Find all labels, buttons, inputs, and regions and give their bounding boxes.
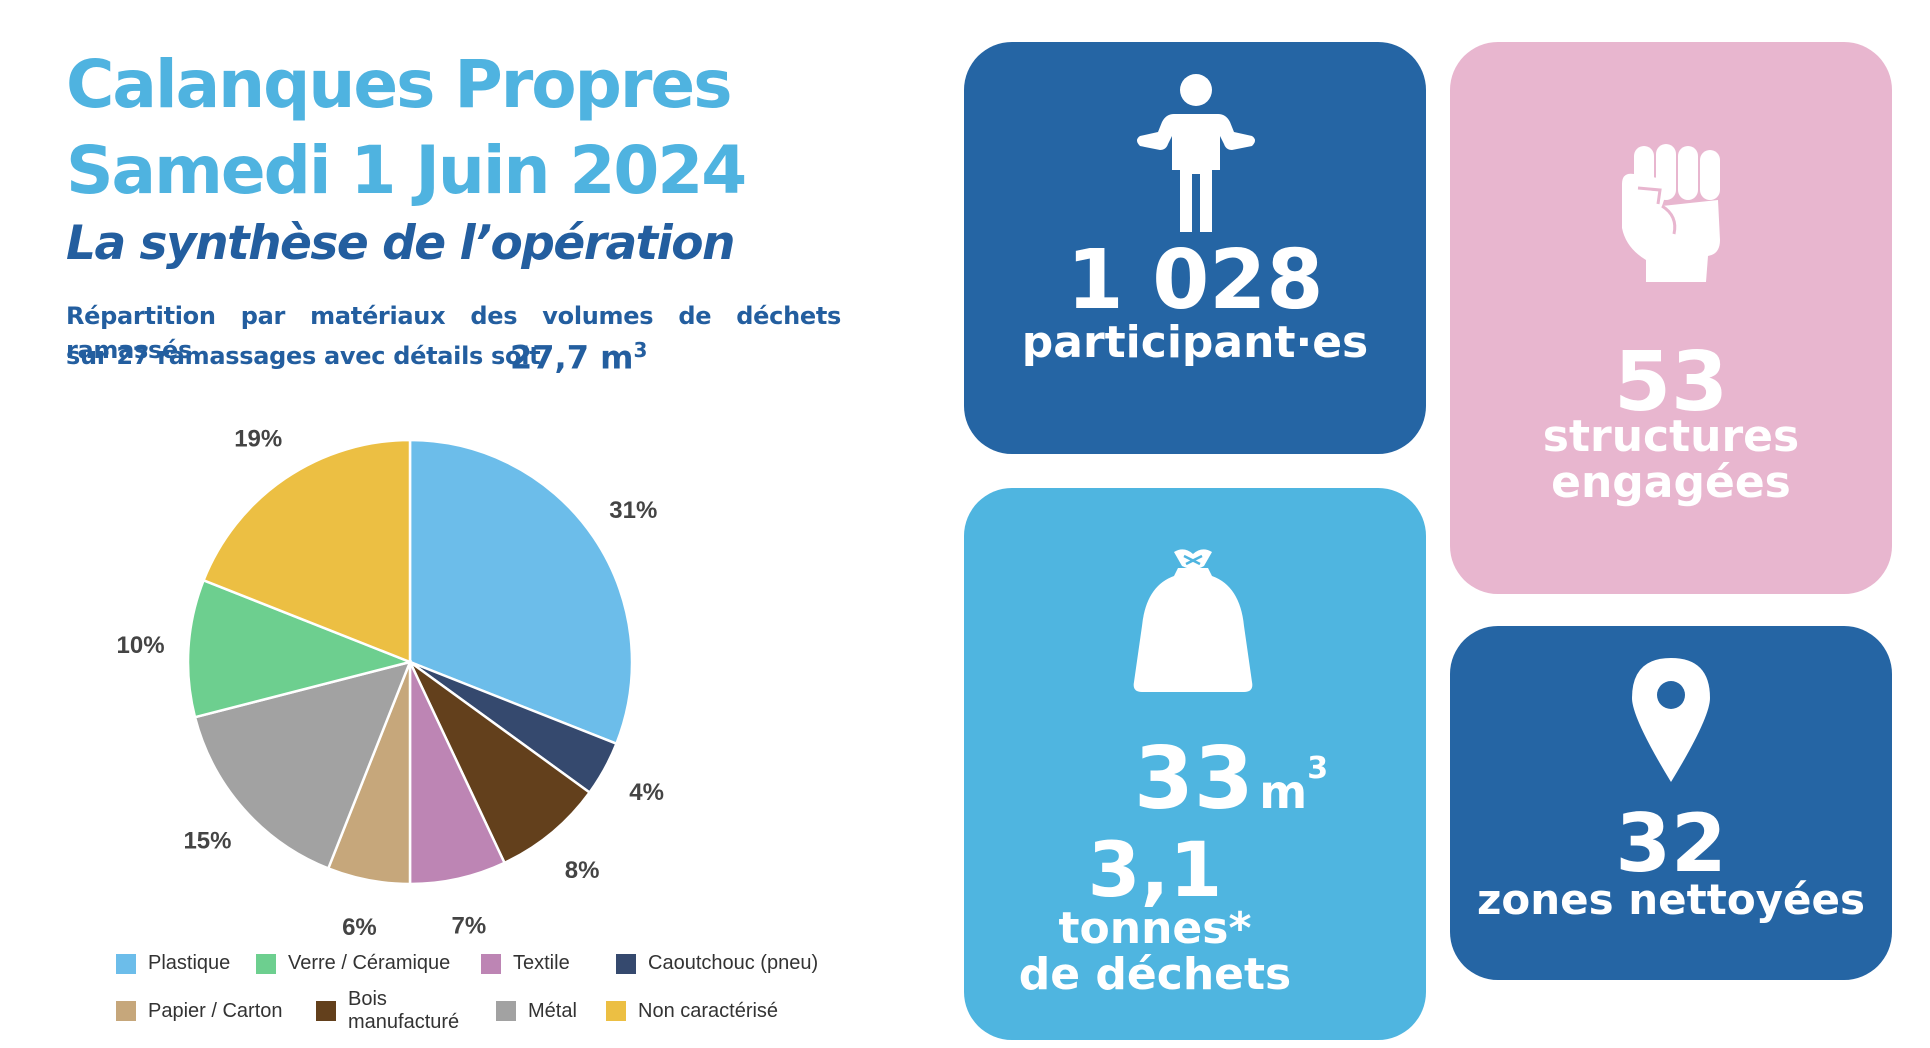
legend-row: Plastique Verre / Céramique Textile Caoutch… (116, 952, 876, 975)
legend-swatch (496, 1001, 516, 1021)
person-icon (1137, 74, 1255, 232)
legend-item-verre-ceramique: Verre / Céramique (256, 952, 481, 975)
pie-label-caoutchouc-pneu: 4% (629, 779, 664, 806)
legend-item-bois-manufacture: Bois manufacturé (316, 988, 496, 1034)
legend-label: Textile (513, 952, 570, 974)
legend-label: Caoutchouc (pneu) (648, 952, 819, 974)
structures-label-line1: structures (1542, 411, 1800, 462)
legend-label: Bois manufacturé (348, 988, 460, 1033)
waste-weight-label-line2: de déchets (1018, 949, 1292, 1000)
structures-count: 53 (1613, 335, 1729, 430)
pie-label-papier-carton: 6% (342, 914, 377, 941)
pie-label-bois-manufacture: 8% (565, 857, 600, 884)
page-title: Calanques Propres (66, 46, 732, 123)
total-volume-unit: m (600, 338, 634, 377)
pie-label-non-caracterise: 19% (234, 426, 282, 453)
pie-slice-non-caracterise (201, 438, 412, 664)
legend-item-plastique: Plastique (116, 952, 256, 975)
legend-label: Métal (528, 999, 577, 1022)
fist-icon (1622, 144, 1720, 282)
legend-swatch (116, 953, 136, 974)
zones-card: 32 zones nettoyées (1450, 626, 1892, 980)
pie-label-verre-ceramique: 10% (117, 632, 165, 659)
participants-card: 1 028 participant·es (964, 42, 1426, 454)
participants-label: participant·es (1021, 317, 1369, 368)
trash-bag-icon (1133, 549, 1253, 692)
legend-item-caoutchouc-pneu: Caoutchouc (pneu) (616, 952, 846, 975)
pie-label-textile: 7% (452, 912, 487, 939)
total-volume-exponent: 3 (633, 338, 648, 362)
legend-item-textile: Textile (481, 952, 616, 975)
pie-slice-plastique (408, 438, 634, 746)
legend-swatch (616, 953, 636, 974)
waste-volume: 33 m3 (1134, 736, 1328, 822)
structures-label-line2: engagées (1551, 457, 1791, 508)
legend-swatch (316, 1001, 336, 1021)
pie-slice-verre-ceramique (186, 578, 415, 719)
zones-count: 32 (1615, 797, 1727, 890)
waste-volume-unit: m (1259, 765, 1308, 819)
legend-item-non-caracterise: Non caractérisé (606, 1000, 806, 1023)
waste-weight: 3,1 (1087, 825, 1223, 914)
zones-label: zones nettoyées (1476, 875, 1866, 924)
waste-volume-exponent: 3 (1307, 751, 1329, 786)
pie-slice-bois-manufacture (408, 660, 592, 865)
location-pin-icon (1632, 658, 1710, 782)
legend-label: Verre / Céramique (288, 952, 451, 974)
legend-swatch (116, 1001, 136, 1021)
legend-label: Plastique (148, 952, 231, 974)
participants-count: 1 028 (1066, 233, 1324, 328)
legend-swatch (606, 1001, 626, 1021)
total-volume-value: 27,7 (510, 338, 589, 377)
event-date: Samedi 1 Juin 2024 (66, 132, 747, 209)
legend-swatch (256, 953, 276, 974)
page-subtitle: La synthèse de l’opération (66, 216, 736, 271)
pie-slice-metal (193, 660, 413, 871)
waste-weight-label-line1: tonnes* (1058, 903, 1252, 954)
chart-description-line1: Répartition par matériaux des volumes de… (66, 302, 841, 364)
legend-item-metal: Métal (496, 1000, 606, 1023)
pie-label-metal: 15% (183, 828, 231, 855)
legend-label: Papier / Carton (148, 999, 283, 1022)
total-volume: 27,7 m3 (510, 338, 647, 377)
legend-swatch (481, 953, 501, 974)
chart-description-line2: sur 27 ramassages avec détails soit (66, 342, 541, 370)
structures-card: 53 structures engagées (1450, 42, 1892, 594)
pie-label-plastique: 31% (609, 497, 657, 524)
legend-label: Non caractérisé (638, 999, 779, 1022)
waste-card: 33 m3 3,1 tonnes* de déchets (964, 488, 1426, 1040)
waste-volume-value: 33 (1134, 729, 1254, 829)
legend-row: Papier / Carton Bois manufacturé Métal Non … (116, 988, 876, 1034)
pie-chart: 31% 4% 8% 7% 6% 15% 10% 19% (117, 426, 664, 942)
legend-item-papier-carton: Papier / Carton (116, 1000, 316, 1023)
